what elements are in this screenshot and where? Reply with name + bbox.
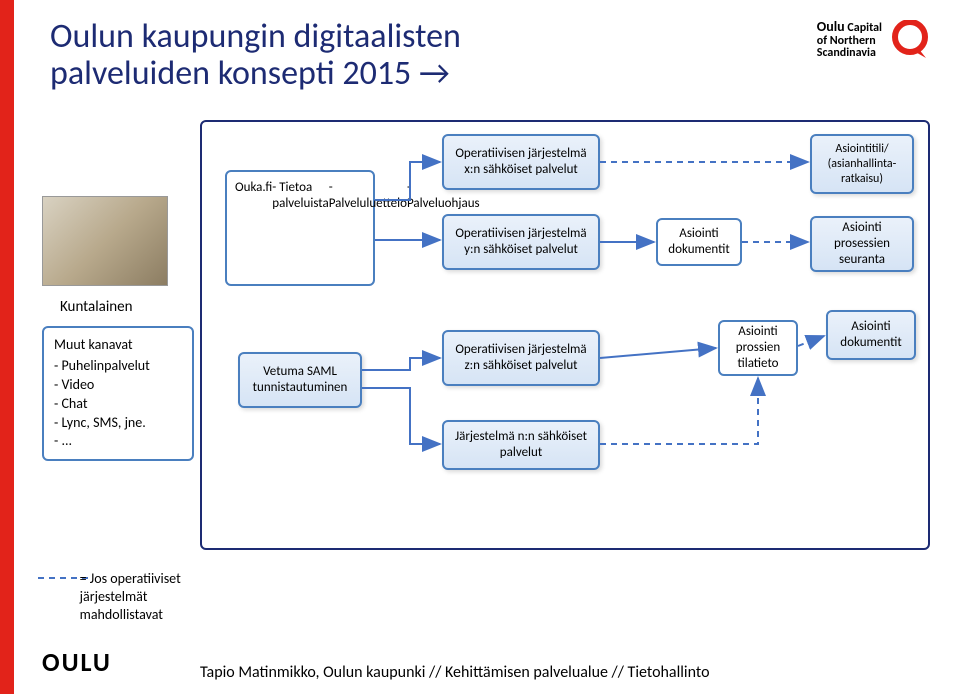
channel-item: - Video xyxy=(54,376,182,395)
speech-bubble-icon xyxy=(890,20,930,60)
footer-logo: OULU xyxy=(42,646,112,678)
op-z-text: Operatiivisen järjestelmä z:n sähköiset … xyxy=(452,342,590,375)
channel-item: - Chat xyxy=(54,395,182,414)
ouka-title: Ouka.fi xyxy=(235,180,272,196)
op-y-text: Operatiivisen järjestelmä y:n sähköiset … xyxy=(452,226,590,259)
asiointi-tilatieto-box: Asiointi prossien tilatieto xyxy=(718,320,798,376)
accent-bar xyxy=(0,0,14,694)
op-x-box: Operatiivisen järjestelmä x:n sähköiset … xyxy=(442,134,600,190)
brand-logo-text: Oulu Capital of Northern Scandinavia xyxy=(817,20,882,60)
channel-item: - Puhelinpalvelut xyxy=(54,357,182,376)
footer-text: Tapio Matinmikko, Oulun kaupunki // Kehi… xyxy=(200,663,710,682)
asiointitili-box: Asiointitili/ (asianhallinta­ratkaisu) xyxy=(810,134,914,194)
citizen-photo xyxy=(42,196,168,286)
op-z-box: Operatiivisen järjestelmä z:n sähköiset … xyxy=(442,330,600,386)
vetuma-text: Vetuma SAML tunnistautuminen xyxy=(248,364,352,397)
brand-logo: Oulu Capital of Northern Scandinavia xyxy=(817,20,930,60)
ouka-box: Ouka.fi - Tietoa palveluista - Palvelulu… xyxy=(225,170,375,286)
asiointi-dok-mid: Asiointi dokumentit xyxy=(656,218,742,266)
op-n-text: Järjestelmä n:n sähköiset palvelut xyxy=(452,429,590,462)
legend-text: = Jos operatiiviset järjestelmät mahdoll… xyxy=(48,570,181,625)
page-title: Oulun kaupungin digitaalisten palveluide… xyxy=(50,18,461,93)
op-x-text: Operatiivisen järjestelmä x:n sähköiset … xyxy=(452,146,590,179)
asiointi-seuranta-box: Asiointi prosessien seuranta xyxy=(810,216,914,272)
other-channels-box: Muut kanavat - Puhelinpalvelut - Video -… xyxy=(42,326,194,461)
channel-item: - Lync, SMS, jne. xyxy=(54,414,182,433)
other-channels-header: Muut kanavat xyxy=(54,336,182,355)
op-y-box: Operatiivisen järjestelmä y:n sähköiset … xyxy=(442,214,600,270)
channel-item: - ... xyxy=(54,432,182,451)
title-line-1: Oulun kaupungin digitaalisten xyxy=(50,16,461,57)
title-line-2: palveluiden konsepti 2015 → xyxy=(50,53,450,94)
brand-sub3: Scandinavia xyxy=(817,46,876,60)
ouka-item: - Tietoa palveluista xyxy=(272,180,328,213)
op-n-box: Järjestelmä n:n sähköiset palvelut xyxy=(442,420,600,470)
brand-main: Oulu xyxy=(817,18,845,35)
ouka-item: - Palveluluettelo xyxy=(329,180,407,213)
asiointi-dok-right-box: Asiointi dokumentit xyxy=(826,310,916,360)
vetuma-box: Vetuma SAML tunnistautuminen xyxy=(238,352,362,408)
citizen-label: Kuntalainen xyxy=(60,298,133,316)
